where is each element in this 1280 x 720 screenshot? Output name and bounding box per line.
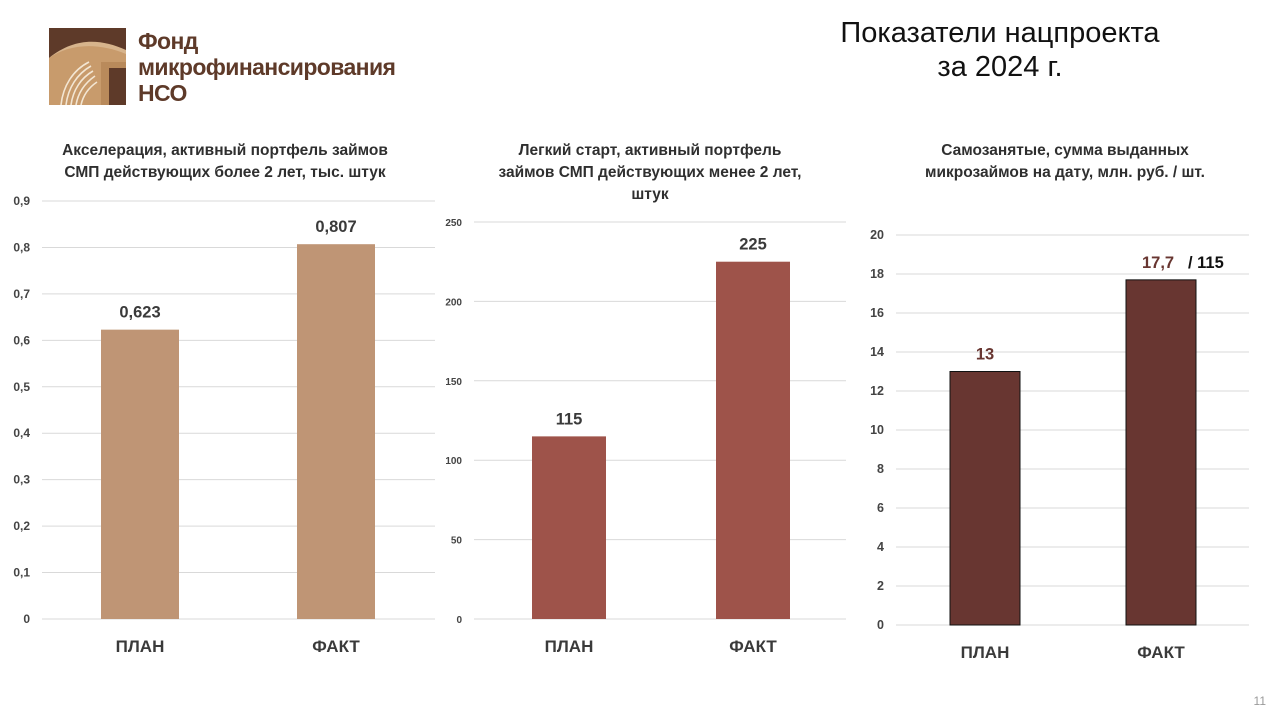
chart-1-tick-label: 0,8 bbox=[13, 240, 30, 254]
chart-1-value-label: 0,623 bbox=[119, 304, 160, 322]
chart-3-tick-label: 4 bbox=[877, 540, 884, 554]
chart-3-bar-fact bbox=[1125, 279, 1197, 626]
chart-1-tick-label: 0 bbox=[23, 612, 30, 626]
chart-1-tick-label: 0,5 bbox=[13, 380, 30, 394]
chart-1-tick-label: 0,1 bbox=[13, 566, 30, 580]
logo: Фонд микрофинансирования НСО bbox=[49, 28, 396, 108]
chart-2-category-label: ФАКТ bbox=[729, 637, 777, 656]
chart-2-category-label: ПЛАН bbox=[545, 637, 594, 656]
chart-2-bar-fact bbox=[716, 261, 790, 619]
chart-1-tick-label: 0,2 bbox=[13, 519, 30, 533]
chart-2-value-label: 115 bbox=[556, 410, 583, 428]
chart-1-bar-plan bbox=[101, 329, 179, 619]
chart-3-tick-label: 0 bbox=[877, 618, 884, 632]
chart-2-tick-label: 0 bbox=[456, 615, 462, 626]
chart-1-category-label: ФАКТ bbox=[312, 637, 360, 656]
chart-1-tick-label: 0,7 bbox=[13, 287, 30, 301]
chart-2-title-line-2: займов СМП действующих менее 2 лет, bbox=[498, 164, 802, 181]
chart-3-title-line-2: микрозаймов на дату, млн. руб. / шт. bbox=[925, 164, 1205, 181]
chart-2-tick-label: 250 bbox=[445, 218, 462, 229]
chart-2-value-label: 225 bbox=[739, 236, 767, 254]
logo-line-1: Фонд bbox=[138, 28, 198, 54]
chart-3-category-label: ПЛАН bbox=[961, 643, 1010, 662]
chart-2-tick-label: 200 bbox=[445, 297, 462, 308]
chart-1-tick-label: 0,3 bbox=[13, 473, 30, 487]
logo-line-2: микрофинансирования bbox=[138, 54, 396, 80]
slide-number: 11 bbox=[1253, 694, 1266, 708]
chart-3-title-line-1: Самозанятые, сумма выданных bbox=[941, 142, 1189, 159]
chart-1-tick-label: 0,4 bbox=[13, 426, 30, 440]
chart-3-extra-count-label: / 115 bbox=[1188, 254, 1224, 272]
chart-1-category-label: ПЛАН bbox=[116, 637, 165, 656]
chart-3-value-label: 17,7 bbox=[1142, 254, 1174, 272]
chart-1-tick-label: 0,9 bbox=[13, 194, 30, 208]
chart-3-tick-label: 16 bbox=[870, 306, 884, 320]
page-title-line-2: за 2024 г. bbox=[937, 51, 1063, 83]
chart-2-bar-plan bbox=[532, 436, 606, 619]
chart-3-tick-label: 18 bbox=[870, 267, 884, 281]
logo-line-3: НСО bbox=[138, 80, 187, 106]
page-title: Показатели нацпроекта за 2024 г. bbox=[790, 16, 1210, 84]
chart-1-title: Акселерация, активный портфель займов СМ… bbox=[40, 140, 410, 184]
chart-2-title: Легкий старт, активный портфель займов С… bbox=[460, 140, 840, 206]
chart-3-category-label: ФАКТ bbox=[1137, 643, 1185, 662]
chart-3-value-label: 13 bbox=[976, 346, 994, 364]
chart-2-tick-label: 50 bbox=[451, 536, 463, 547]
logo-text: Фонд микрофинансирования НСО bbox=[138, 28, 396, 106]
chart-2-tick-label: 100 bbox=[445, 456, 462, 467]
chart-3-tick-label: 2 bbox=[877, 579, 884, 593]
chart-3-tick-label: 6 bbox=[877, 501, 884, 515]
chart-3-title: Самозанятые, сумма выданных микрозаймов … bbox=[880, 140, 1250, 184]
chart-3-tick-label: 14 bbox=[870, 345, 884, 359]
chart-1-title-line-2: СМП действующих более 2 лет, тыс. штук bbox=[64, 164, 386, 181]
chart-2-title-line-1: Легкий старт, активный портфель bbox=[518, 142, 782, 159]
chart-3-bar-plan bbox=[949, 371, 1021, 626]
chart-3-tick-label: 20 bbox=[870, 228, 884, 242]
coin-stack-logo-icon bbox=[49, 28, 126, 105]
chart-1-bar-fact bbox=[297, 244, 375, 619]
chart-2-tick-label: 150 bbox=[445, 377, 462, 388]
chart-3-tick-label: 8 bbox=[877, 462, 884, 476]
page-title-line-1: Показатели нацпроекта bbox=[840, 17, 1160, 49]
chart-3-tick-label: 10 bbox=[870, 423, 884, 437]
chart-1-title-line-1: Акселерация, активный портфель займов bbox=[62, 142, 388, 159]
chart-1-value-label: 0,807 bbox=[315, 218, 356, 236]
chart-3-tick-label: 12 bbox=[870, 384, 884, 398]
chart-2-title-line-3: штук bbox=[631, 186, 669, 203]
chart-1-tick-label: 0,6 bbox=[13, 333, 30, 347]
